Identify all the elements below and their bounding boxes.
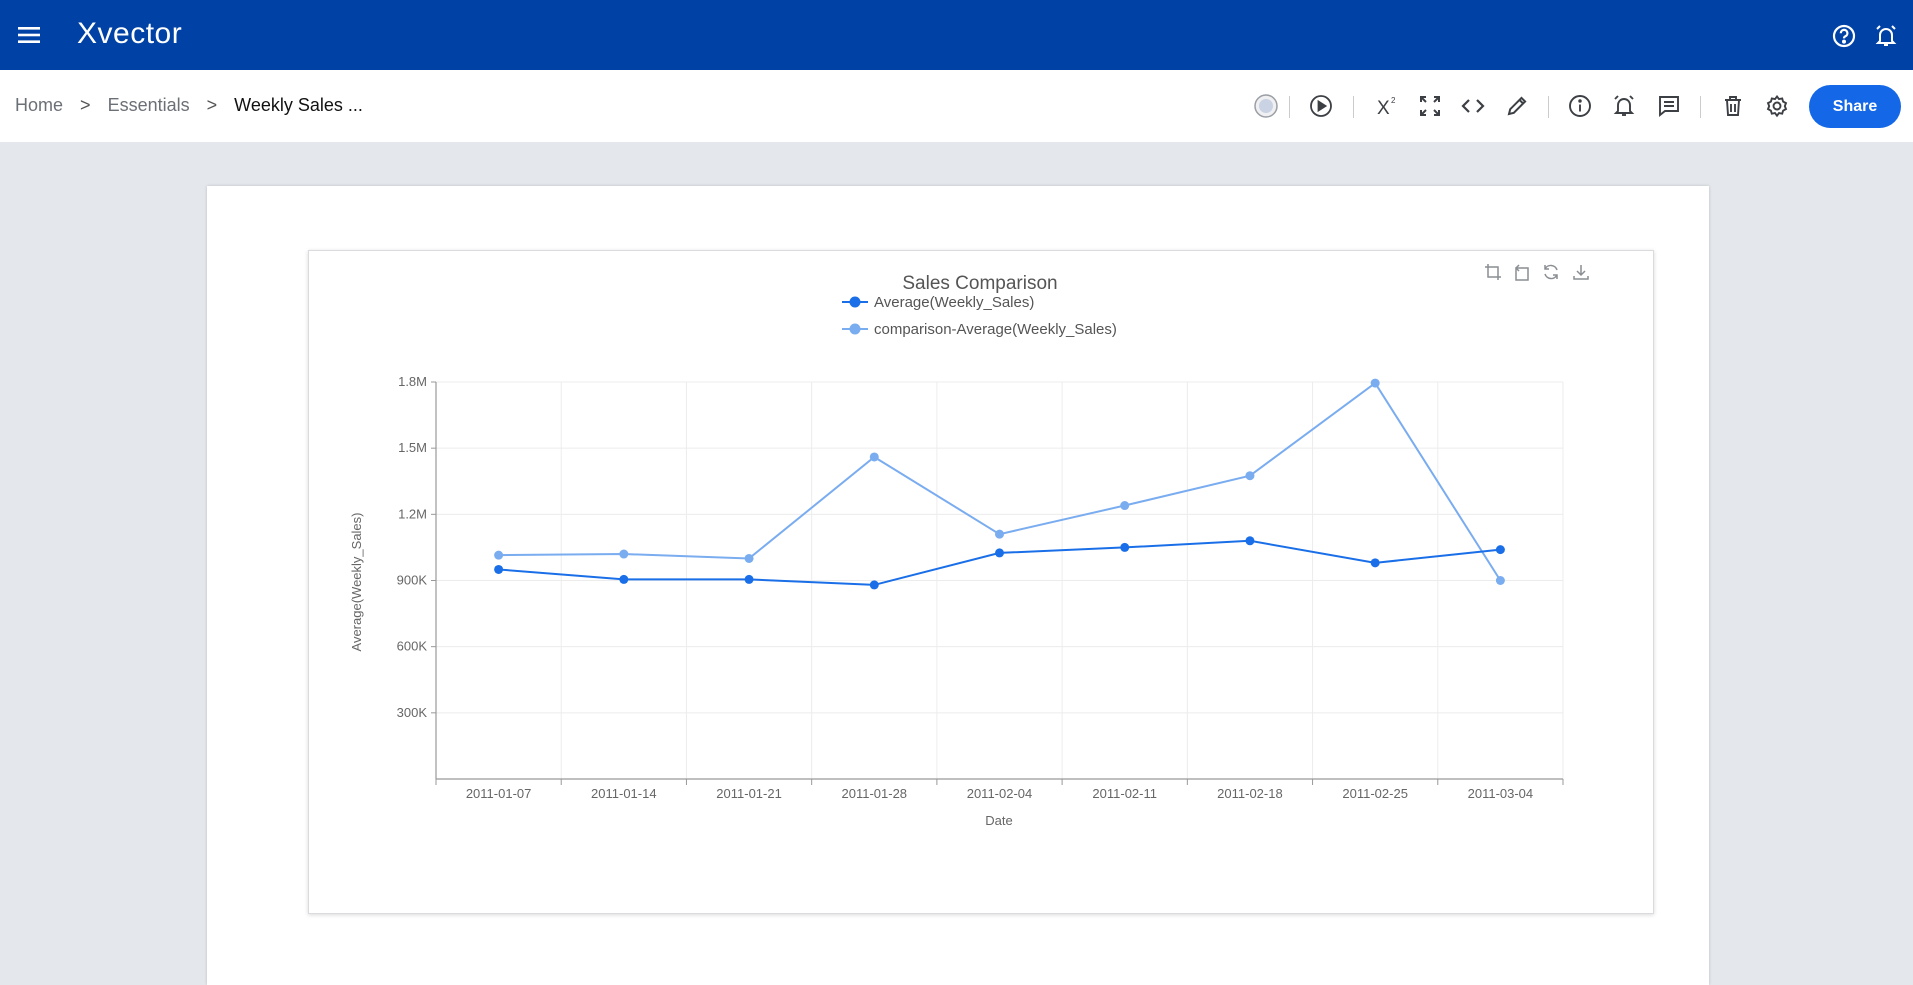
series-primary-point [1495, 545, 1505, 555]
x-tick-label: 2011-02-25 [1342, 786, 1408, 801]
x-axis-label: Date [985, 813, 1012, 828]
app-logo[interactable]: Xvector [77, 17, 183, 50]
toolbar-divider [1548, 96, 1549, 118]
y-tick-label: 1.2M [398, 506, 427, 521]
refresh-icon[interactable] [1541, 262, 1561, 282]
info-icon[interactable] [1566, 92, 1594, 120]
x-tick-label: 2011-01-28 [842, 786, 908, 801]
legend-label-comparison[interactable]: comparison-Average(Weekly_Sales) [874, 321, 1117, 338]
series-comparison-point [1495, 576, 1505, 585]
series-primary-line [498, 539, 1501, 586]
comment-icon[interactable] [1655, 92, 1683, 120]
delete-icon[interactable] [1719, 92, 1747, 120]
legend-marker-primary [849, 296, 861, 308]
breadcrumb-home[interactable]: Home [15, 95, 64, 115]
y-tick-label: 1.5M [398, 440, 427, 455]
series-comparison-point [1245, 471, 1255, 481]
toolbar-divider [1353, 96, 1354, 118]
breadcrumb-separator: > [80, 95, 91, 115]
fullscreen-icon[interactable] [1416, 92, 1444, 120]
play-icon[interactable] [1307, 92, 1335, 120]
series-primary-point [494, 564, 504, 574]
code-icon[interactable] [1459, 92, 1487, 120]
legend-label-primary[interactable]: Average(Weekly_Sales) [874, 294, 1034, 311]
undo-icon[interactable] [1512, 262, 1532, 282]
series-primary-point [1120, 542, 1130, 552]
y-tick-label: 1.8M [398, 374, 427, 389]
alarm-icon[interactable] [1610, 92, 1638, 120]
series-comparison-point [494, 550, 504, 560]
chart-card [308, 250, 1654, 914]
series-comparison-point [869, 452, 879, 462]
settings-icon[interactable] [1763, 92, 1791, 120]
share-button[interactable]: Share [1809, 85, 1901, 128]
chart-series [494, 378, 1505, 590]
breadcrumb-separator: > [206, 95, 218, 115]
series-comparison-point [744, 553, 754, 563]
series-primary-point [1370, 558, 1380, 568]
series-primary-point [1245, 536, 1255, 546]
series-comparison-point [619, 549, 629, 559]
status-icon[interactable] [1252, 92, 1280, 120]
x-tick-label: 2011-01-21 [716, 786, 782, 801]
series-comparison-point [1370, 378, 1380, 388]
x-tick-label: 2011-02-11 [1092, 786, 1157, 801]
series-primary-point [619, 574, 629, 584]
app-header: Xvector [0, 0, 1913, 70]
series-primary-point [744, 574, 754, 584]
series-primary-point [869, 580, 879, 590]
chart-legend: Average(Weekly_Sales) comparison-Average… [842, 294, 1117, 338]
help-circle-icon[interactable] [1830, 22, 1858, 50]
bell-alert-icon[interactable] [1872, 22, 1900, 50]
hamburger-menu-icon[interactable] [14, 22, 44, 48]
x-tick-label: 2011-02-18 [1217, 786, 1283, 801]
y-tick-label: 600K [397, 639, 428, 654]
download-icon[interactable] [1571, 262, 1591, 282]
svg-text:2: 2 [1391, 96, 1396, 105]
chart-grid [435, 381, 1564, 779]
x-tick-label: 2011-03-04 [1468, 786, 1534, 801]
toolbar-divider [1289, 96, 1290, 118]
toolbar-divider [1700, 96, 1701, 118]
y-tick-label: 300K [397, 705, 428, 720]
series-primary-point [995, 548, 1004, 558]
series-comparison-point [1120, 501, 1130, 511]
svg-text:X: X [1377, 98, 1390, 119]
breadcrumb-current: Weekly Sales ... [234, 95, 363, 115]
x-tick-label: 2011-01-14 [591, 786, 657, 801]
chart-axes: 300K 600K 900K 1.2M 1.5M 1.8M 2011-01-07 2011-0… [397, 374, 1564, 801]
edit-icon[interactable] [1503, 92, 1531, 120]
y-axis-label: Average(Weekly_Sales) [349, 513, 364, 652]
legend-marker-comparison [849, 323, 861, 335]
breadcrumb: Home > Essentials > Weekly Sales ... [15, 95, 363, 116]
x-tick-label: 2011-02-04 [967, 786, 1033, 801]
chart-title: Sales Comparison [902, 273, 1057, 294]
series-comparison-point [995, 529, 1004, 539]
breadcrumb-essentials[interactable]: Essentials [107, 95, 190, 115]
crop-icon[interactable] [1483, 262, 1503, 282]
x-tick-label: 2011-01-07 [466, 786, 532, 801]
y-tick-label: 900K [397, 573, 428, 588]
